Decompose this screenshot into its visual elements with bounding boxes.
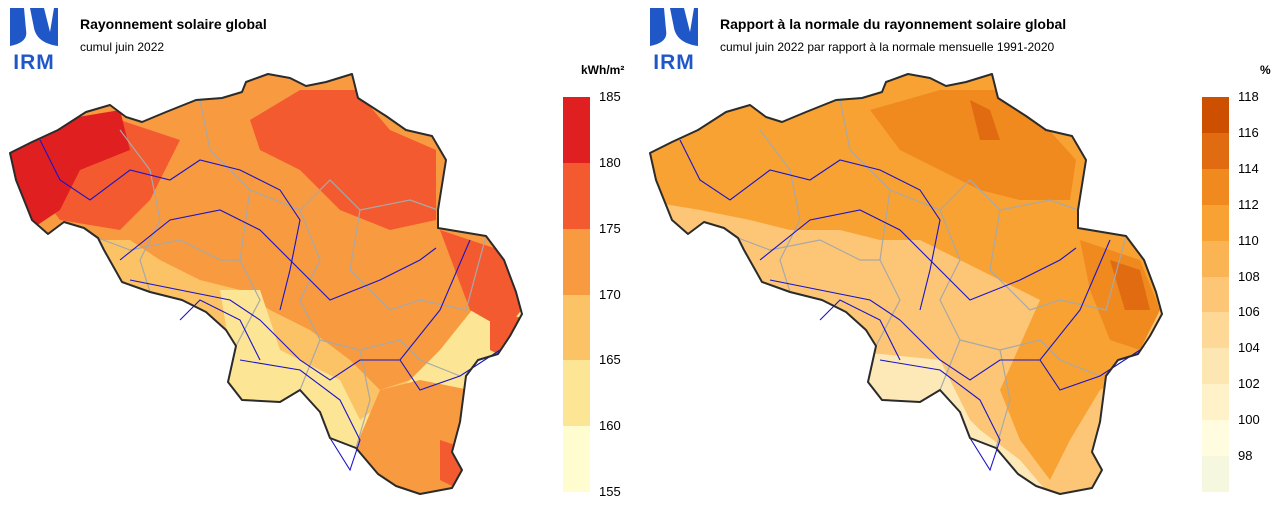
legend-tick-label: 112 [1238, 196, 1259, 212]
province-border [989, 209, 1127, 311]
river [129, 239, 471, 381]
legend-tick-label: 104 [1238, 340, 1260, 356]
isoline-zone [440, 230, 522, 330]
country-border [9, 73, 523, 495]
legend-swatch [563, 360, 590, 427]
legend-tick-label: 106 [1238, 304, 1260, 320]
province-border [759, 129, 801, 293]
isoline-zones [10, 74, 522, 494]
province-border [355, 349, 371, 449]
legend-swatch [1202, 312, 1229, 349]
isoline-zone [870, 90, 1076, 200]
province-border [349, 209, 487, 311]
province-border [299, 209, 321, 391]
legend-tick-label: 114 [1238, 160, 1259, 176]
legend-tick-label: 160 [599, 418, 621, 434]
province-border [737, 237, 880, 261]
belgium-map [9, 73, 523, 495]
legend-tick-label: 116 [1238, 124, 1259, 140]
province-border [235, 189, 261, 347]
river [679, 139, 941, 311]
province-border [119, 129, 161, 293]
river [119, 209, 437, 301]
river [819, 299, 901, 361]
legend-tick-label: 98 [1238, 448, 1253, 464]
legend-swatch [1202, 384, 1229, 421]
legend-tick-label: 110 [1238, 232, 1259, 248]
legend-swatch [1202, 132, 1229, 170]
isoline-zone [250, 90, 436, 230]
legend-swatch [563, 162, 590, 230]
river [39, 139, 301, 311]
province-border [839, 99, 1079, 211]
isoline-zones [650, 74, 1162, 494]
river [239, 359, 361, 472]
province-border [199, 99, 439, 211]
belgium-map [649, 73, 1163, 495]
legend-swatch [563, 294, 590, 361]
legend-swatch [1202, 97, 1229, 134]
legend-swatch [1202, 240, 1229, 278]
isoline-zone [1110, 260, 1150, 310]
legend-tick-label: 180 [599, 154, 621, 170]
legend-tick-label: 185 [599, 89, 621, 104]
legend-tick-label: 108 [1238, 268, 1260, 284]
map-title: Rayonnement solaire global [80, 16, 267, 32]
legend-swatch [563, 228, 590, 295]
legend-swatch [1202, 348, 1229, 385]
legend-swatch [1202, 420, 1229, 457]
province-border [97, 237, 240, 261]
legend-swatch [563, 97, 590, 164]
province-border [995, 349, 1011, 449]
irm-logo: IRM [646, 4, 698, 74]
isoline-zone [1000, 300, 1150, 480]
province-border [939, 209, 961, 391]
map-title: Rapport à la normale du rayonnement sola… [720, 16, 1067, 32]
river [759, 209, 1077, 301]
legend-tick-label: 155 [599, 484, 621, 499]
river [399, 349, 501, 391]
irm-logo-text: IRM [653, 51, 695, 74]
map-panel-solar-radiation: IRM Rayonnement solaire global cumul jui… [6, 4, 625, 499]
legend-swatch [1202, 456, 1229, 493]
map-subtitle: cumul juin 2022 [80, 40, 165, 54]
legend-swatch [1202, 168, 1229, 206]
legend-tick-label: 165 [599, 352, 621, 368]
province-border [959, 339, 1101, 377]
irm-logo-text: IRM [13, 51, 55, 74]
legend-swatch [1202, 204, 1229, 242]
country-border [649, 73, 1163, 495]
isoline-zone [1080, 240, 1160, 350]
isoline-zone [970, 100, 1000, 140]
legend-swatch [1202, 276, 1229, 313]
legend-tick-label: 100 [1238, 412, 1260, 428]
river [769, 239, 1111, 381]
province-border [319, 339, 461, 377]
legend-tick-label: 118 [1238, 89, 1259, 104]
legend-tick-label: 102 [1238, 376, 1260, 392]
map-subtitle: cumul juin 2022 par rapport à la normale… [720, 40, 1055, 54]
legend-unit: % [1260, 63, 1271, 77]
map-panel-ratio-to-normal: IRM Rapport à la normale du rayonnement … [640, 0, 1280, 507]
river [1039, 349, 1141, 391]
legend-swatch [563, 426, 590, 493]
river [879, 359, 1001, 472]
irm-logo: IRM [6, 4, 58, 74]
river [179, 299, 261, 361]
legend-unit: kWh/m² [581, 63, 625, 77]
province-border [875, 189, 901, 347]
legend-tick-label: 175 [599, 220, 621, 236]
legend-tick-label: 170 [599, 286, 621, 302]
